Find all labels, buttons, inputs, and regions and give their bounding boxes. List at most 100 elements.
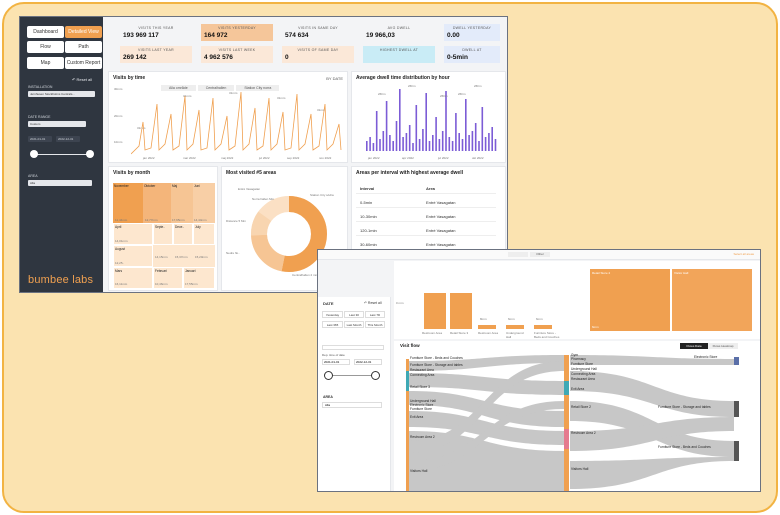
- kpi-dwell-yesterday: DWELL YESTERDAY 0.00: [444, 24, 500, 41]
- peak-label: 26hm: [474, 84, 482, 88]
- peak-label: 26hm: [378, 92, 386, 96]
- kpi-label: DWELL AT: [462, 48, 482, 52]
- cell-februari: Februari: [153, 267, 183, 289]
- kpi-visits-of-same-day: VISITS OF SAME DAY 0: [282, 46, 354, 63]
- cell-november: November: [113, 183, 143, 223]
- cell-label: Mars: [115, 269, 123, 273]
- flow-link: [570, 355, 734, 365]
- flow-link: [409, 431, 564, 491]
- detailed-view-button[interactable]: Detailed View: [65, 26, 102, 38]
- tab-other[interactable]: Other: [530, 252, 550, 257]
- dwell-bar: [425, 93, 427, 151]
- cell: 30-60min: [360, 242, 377, 247]
- donut-slice-centralhallen: [251, 196, 327, 272]
- date-slider-track: [33, 154, 90, 155]
- time-select[interactable]: [322, 345, 384, 350]
- cell-value: 11,44mm: [115, 218, 128, 222]
- cell: 10-30min: [360, 214, 377, 219]
- cell-december: Dece..: [173, 223, 193, 245]
- cell-value: 15,37mm: [175, 255, 188, 259]
- right-node-label: Electronic Store: [694, 355, 718, 359]
- kpi-visits-last-year: VISITS LAST YEAR 269 142: [120, 46, 192, 63]
- left-node-label: Restaurant Area: [410, 368, 434, 372]
- area-select[interactable]: Alla: [28, 180, 92, 186]
- reset-all-link[interactable]: ↶ Reset all: [72, 77, 92, 82]
- time-from-input[interactable]: 2021-01-01: [322, 359, 350, 365]
- dwell-bar: [369, 137, 371, 151]
- left-node-label: Connecting Area: [410, 373, 435, 377]
- x-tick: mar 2022: [183, 156, 196, 160]
- dwell-bar: [484, 137, 487, 151]
- flow-link: [570, 417, 734, 451]
- kpi-value: 0: [285, 54, 289, 61]
- yesterday-button[interactable]: Yesterday: [322, 311, 343, 318]
- kpi-value: 0.00: [447, 32, 460, 39]
- bar-label: Restroom Area: [422, 331, 443, 335]
- dwell-bar: [418, 139, 421, 151]
- dwell-bar: [382, 131, 385, 151]
- reset-all-link[interactable]: ↶ Reset all: [364, 301, 382, 305]
- flows-heatmap-toggle[interactable]: Flows Heatmap: [708, 343, 738, 349]
- kpi-value: 574 634: [285, 32, 309, 39]
- kpi-highest-dwell-at: HIGHEST DWELL AT: [363, 46, 435, 63]
- cell: Entré Vasagatan: [426, 200, 456, 205]
- kpi-value: 0-5min: [447, 54, 468, 61]
- date-to-input[interactable]: 2022-12-31: [56, 136, 80, 142]
- panel-title: Visits by time: [113, 75, 146, 81]
- date-from-input[interactable]: 2021-01-01: [28, 136, 52, 142]
- date-range-select[interactable]: Custom: [28, 121, 86, 127]
- dashboard-button[interactable]: Dashboard: [27, 26, 64, 38]
- time-slider-start[interactable]: [324, 371, 333, 380]
- flows-data-toggle[interactable]: Flows Data: [680, 343, 708, 349]
- last-30-button[interactable]: Last 30: [344, 311, 364, 318]
- kpi-label: VISITS OF SAME DAY: [297, 48, 339, 52]
- dwell-bar: [392, 141, 394, 151]
- dwell-distribution-panel: Average dwell time distribution by hour …: [351, 71, 506, 163]
- last-month-button[interactable]: Last Month: [344, 321, 364, 328]
- time-slider-end[interactable]: [371, 371, 380, 380]
- tab-station-city[interactable]: Station City norra: [236, 85, 280, 91]
- bar-value: 6mm: [592, 325, 599, 329]
- flow-link: [409, 401, 564, 471]
- panel-title: Average dwell time distribution by hour: [356, 75, 450, 81]
- cell-value: 17,55mm: [185, 282, 198, 286]
- bumbee-labs-logo: bumbee labs: [28, 274, 94, 286]
- dwell-bar: [491, 127, 493, 151]
- flow-link: [409, 361, 564, 453]
- mid-node-label: Furniture Store: [571, 362, 593, 366]
- kpi-visits-this-year: VISITS THIS YEAR 193 969 117: [120, 24, 192, 41]
- cell-label: Dece..: [175, 225, 185, 229]
- custom-report-button[interactable]: Custom Report: [65, 57, 102, 69]
- path-button[interactable]: Path: [65, 41, 102, 53]
- last-365-button[interactable]: Last 365: [322, 321, 343, 328]
- tab-blank[interactable]: [508, 252, 528, 257]
- map-button[interactable]: Map: [27, 57, 64, 69]
- cell-label: August: [115, 247, 125, 251]
- kpi-label: VISITS LAST WEEK: [218, 48, 256, 52]
- installation-select[interactable]: Jernhusen Stockholms Centrals...: [28, 91, 95, 97]
- cell: Entré Vasagatan: [426, 242, 456, 247]
- kpi-label: VISITS THIS YEAR: [138, 26, 174, 30]
- this-month-button[interactable]: This Month: [365, 321, 385, 328]
- visits-line-chart: [131, 91, 342, 155]
- dwell-bar: [415, 105, 418, 151]
- area-select[interactable]: Alla: [322, 402, 382, 408]
- flow-window: Other Select all areas DATE ↶ Reset all …: [317, 249, 761, 492]
- slice-label: Norra hallen Mm: [252, 197, 275, 201]
- tab-centralhallen[interactable]: Centralhallen: [197, 85, 235, 91]
- peak-label: 31mm: [137, 126, 146, 130]
- time-to-input[interactable]: 2022-12-31: [354, 359, 382, 365]
- left-node-label: Exit Area: [410, 415, 424, 419]
- date-slider-handle-end[interactable]: [86, 150, 94, 158]
- flow-button[interactable]: Flow: [27, 41, 64, 53]
- tab-alla[interactable]: Alla område: [161, 85, 196, 91]
- bar-value: 8mm: [480, 317, 487, 321]
- by-date-switch[interactable]: BY DATE: [326, 76, 343, 81]
- filter-panel: DATE ↶ Reset all Yesterday Last 30 Last …: [318, 297, 391, 491]
- last-7d-button[interactable]: Last 7D: [365, 311, 385, 318]
- cell-oktober: Oktober: [143, 183, 171, 223]
- dwell-bar: [399, 89, 401, 151]
- date-slider-handle-start[interactable]: [30, 150, 38, 158]
- peak-label: 31mm: [277, 96, 286, 100]
- select-all-link[interactable]: Select all areas: [733, 252, 754, 256]
